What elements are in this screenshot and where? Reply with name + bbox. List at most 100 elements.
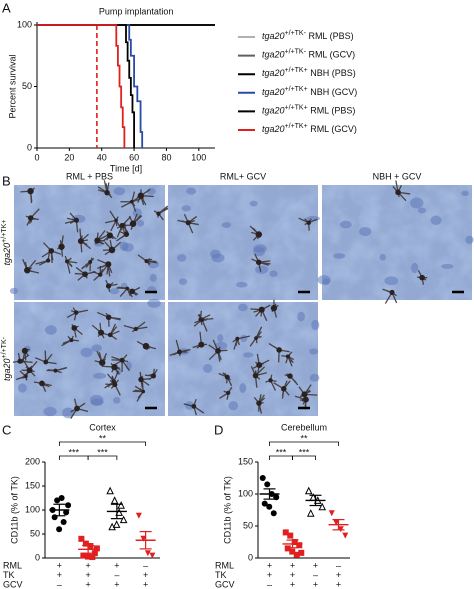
nucleus: [203, 363, 213, 373]
data-point: [266, 503, 273, 510]
microglia: [250, 304, 271, 322]
microglia-body: [255, 231, 263, 238]
microglia: [57, 235, 64, 257]
microglia: [249, 326, 263, 347]
microglia: [198, 310, 211, 326]
microglia-body: [129, 288, 136, 295]
microglia-body: [43, 359, 49, 365]
nucleus: [90, 394, 104, 406]
microglia-body: [107, 332, 113, 338]
microglia-body: [191, 403, 197, 409]
data-point: [291, 539, 298, 545]
microglia: [219, 386, 233, 400]
microglia: [183, 399, 205, 416]
microglia: [74, 266, 96, 281]
microglia-body: [104, 189, 110, 196]
microglia: [265, 374, 277, 391]
microglia: [105, 279, 118, 292]
microglia-body: [39, 380, 45, 387]
microglia: [20, 187, 35, 204]
significance-label: **: [300, 433, 308, 443]
microglia: [116, 286, 133, 298]
nucleus: [461, 190, 469, 196]
microglia: [111, 354, 131, 372]
x-tick-label: 0: [34, 152, 39, 162]
microglia-body: [119, 357, 125, 363]
condition-value: +: [85, 570, 90, 580]
legend-entry: tga20+/+TK+ RML (PBS): [262, 105, 355, 116]
nucleus: [340, 220, 352, 229]
y-tick-label: 200: [25, 456, 40, 466]
microglia: [232, 335, 250, 350]
microglia-body: [114, 218, 118, 223]
nucleus: [239, 383, 247, 393]
condition-value: –: [267, 579, 272, 589]
microglia-body: [395, 189, 401, 196]
condition-label: TK: [215, 570, 227, 580]
microglia: [382, 288, 398, 304]
nucleus: [91, 344, 102, 352]
microglia-body: [254, 336, 258, 340]
microglia-body: [112, 382, 118, 388]
microglia: [94, 350, 108, 364]
data-point: [106, 486, 114, 495]
microglia: [97, 180, 113, 199]
nucleus: [9, 287, 19, 295]
y-tick-label: 150: [25, 480, 40, 490]
microglia-body: [281, 386, 287, 392]
microglia-body: [302, 396, 309, 403]
microglia-body: [17, 358, 23, 364]
micrograph-texture: [168, 185, 318, 300]
data-point: [342, 532, 349, 539]
condition-value: +: [57, 570, 62, 580]
microglia: [109, 323, 120, 340]
survival-curve: [37, 24, 135, 148]
legend-entry: tga20+/+TK+ RML (GCV): [262, 123, 357, 134]
microglia-body: [129, 199, 134, 204]
data-point: [115, 508, 123, 516]
condition-value: +: [313, 560, 318, 570]
microglia-body: [77, 238, 84, 245]
panel-label: B: [2, 173, 11, 188]
nucleus: [217, 334, 224, 343]
nucleus: [178, 278, 188, 286]
condition-value: +: [114, 560, 119, 570]
y-tick-label: 0: [248, 552, 253, 562]
y-axis-label: CD11b (% of TK): [9, 476, 19, 544]
data-point: [304, 486, 313, 495]
microglia-body: [389, 289, 395, 295]
nucleus: [62, 407, 75, 419]
microglia-body: [98, 359, 106, 366]
microglia: [46, 366, 68, 374]
microglia: [61, 335, 79, 347]
y-tick-label: 50: [22, 81, 32, 91]
nucleus: [311, 319, 320, 331]
microglia: [268, 343, 290, 363]
data-point: [144, 550, 151, 557]
microglia-body: [137, 192, 144, 199]
data-point: [259, 475, 266, 481]
y-tick-label: 100: [17, 19, 32, 29]
x-tick-label: 20: [64, 152, 74, 162]
microglia-body: [185, 220, 191, 226]
microglia-body: [287, 373, 293, 379]
condition-value: –: [114, 570, 119, 580]
data-point: [296, 542, 303, 549]
data-point: [119, 515, 128, 524]
nucleus: [409, 197, 424, 209]
condition-value: +: [114, 579, 119, 589]
data-point: [60, 519, 67, 525]
significance-label: ***: [68, 447, 79, 457]
nucleus: [297, 311, 306, 322]
nucleus: [417, 207, 427, 214]
nucleus: [186, 187, 197, 195]
significance-label: ***: [299, 447, 310, 457]
microglia-body: [105, 283, 112, 289]
nucleus: [43, 406, 57, 417]
microglia-body: [252, 372, 259, 379]
microglia-body: [256, 362, 263, 369]
condition-value: +: [336, 579, 341, 589]
y-tick-label: 0: [35, 552, 40, 562]
microglia: [120, 191, 144, 212]
